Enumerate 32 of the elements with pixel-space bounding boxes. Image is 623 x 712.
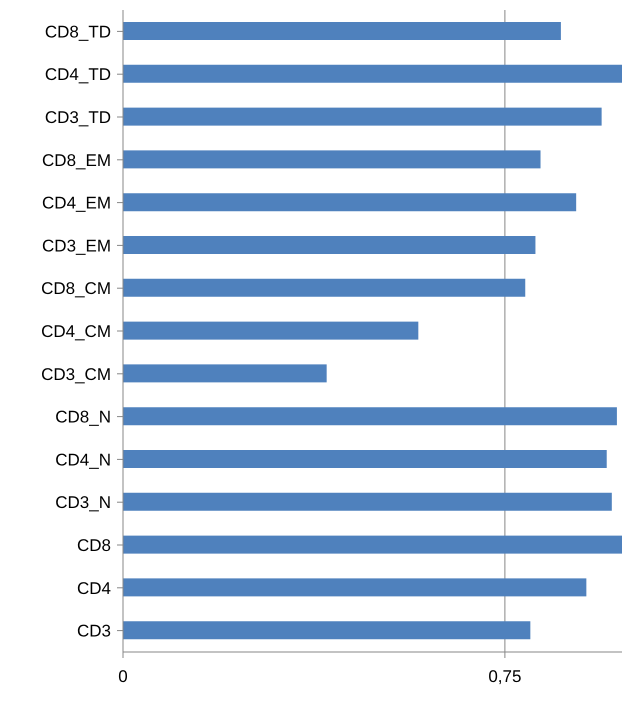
- bar: [123, 193, 576, 212]
- y-tick-label: CD4_EM: [42, 194, 111, 213]
- bar: [123, 150, 541, 168]
- y-tick-label: CD3_CM: [41, 364, 111, 384]
- bar: [123, 536, 622, 554]
- bar: [123, 64, 622, 83]
- y-tick-label: CD8_TD: [44, 22, 111, 42]
- y-tick-label: CD8_CM: [41, 279, 111, 298]
- bar: [123, 278, 526, 297]
- x-tick-label: 0,75: [488, 667, 522, 686]
- bar: [123, 407, 617, 426]
- bar: [123, 621, 530, 640]
- y-tick-label: CD8_EM: [42, 150, 111, 170]
- bar: [123, 492, 612, 511]
- y-tick-label: CD4_CM: [41, 322, 111, 342]
- y-tick-label: CD4: [76, 578, 111, 598]
- y-tick-label: CD4_TD: [44, 65, 111, 84]
- y-tick-label: CD3_EM: [42, 236, 111, 256]
- bar: [123, 450, 607, 468]
- bar: [123, 22, 561, 40]
- y-tick-label: CD3_TD: [44, 108, 111, 128]
- bar: [123, 236, 536, 254]
- y-tick-label: CD8: [76, 536, 111, 556]
- bar: [123, 108, 602, 126]
- bar: [123, 322, 418, 340]
- bar: [123, 364, 327, 382]
- y-tick-label: CD8_N: [55, 408, 111, 427]
- y-tick-label: CD4_N: [55, 450, 111, 470]
- y-tick-label: CD3_N: [55, 493, 111, 512]
- x-tick-label: 0: [118, 667, 128, 686]
- y-tick-label: CD3: [76, 622, 111, 641]
- bar: [123, 578, 586, 596]
